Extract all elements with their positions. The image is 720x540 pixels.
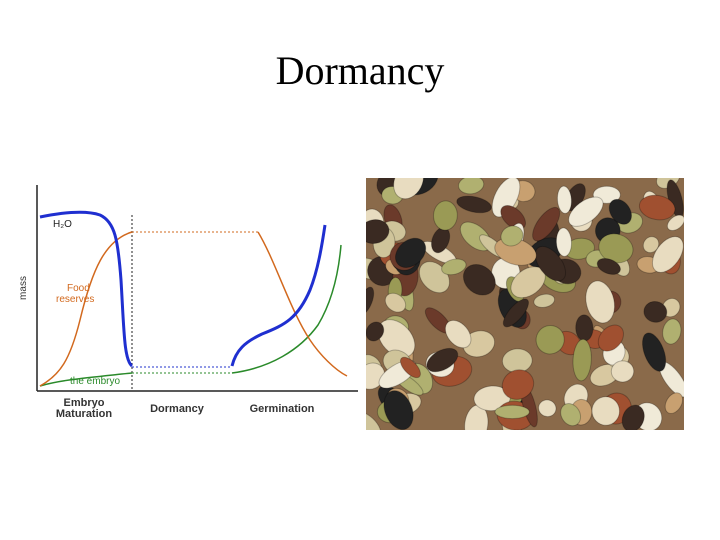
- seed: [621, 404, 645, 430]
- seed: [366, 411, 382, 430]
- seed: [560, 403, 582, 427]
- seed: [393, 178, 424, 200]
- y-axis-label: mass: [18, 276, 29, 300]
- phase-label: Dormancy: [150, 403, 205, 415]
- embryo-label: the embryo: [70, 376, 120, 387]
- seed: [501, 369, 535, 400]
- phase-label: Germination: [250, 403, 315, 415]
- seed: [666, 214, 684, 231]
- seed: [641, 332, 667, 372]
- seed: [638, 194, 676, 221]
- seed: [642, 236, 660, 254]
- seed: [491, 178, 521, 218]
- seed: [462, 263, 496, 296]
- seed: [610, 360, 635, 383]
- seed: [399, 356, 421, 379]
- seed: [500, 225, 524, 247]
- seed: [568, 196, 604, 227]
- seed: [608, 198, 632, 225]
- water-curve: [39, 210, 327, 368]
- seed: [444, 319, 472, 349]
- seed: [366, 219, 390, 244]
- seed: [643, 300, 668, 323]
- seed: [441, 258, 467, 276]
- seed: [591, 396, 621, 426]
- seed: [534, 245, 567, 282]
- seed: [555, 227, 573, 257]
- seeds: [366, 178, 684, 430]
- food-label: reserves: [56, 294, 94, 305]
- seed: [456, 195, 492, 214]
- seed: [597, 324, 624, 352]
- seed: [572, 338, 592, 382]
- seed: [535, 325, 565, 355]
- seed: [556, 185, 572, 214]
- seed: [394, 237, 427, 268]
- seed: [377, 319, 416, 358]
- water-label: H₂O: [53, 219, 72, 230]
- embryo-curve: [39, 244, 342, 387]
- seed: [662, 318, 682, 345]
- slide-title: Dormancy: [276, 48, 445, 93]
- food-label: Food: [67, 283, 90, 294]
- food-curve: [39, 231, 348, 387]
- seed: [458, 178, 485, 195]
- seed: [383, 390, 414, 430]
- seed: [433, 200, 458, 231]
- seed: [533, 293, 556, 308]
- phase-label: Maturation: [56, 408, 113, 420]
- seed: [532, 206, 561, 242]
- seed: [538, 399, 557, 418]
- phase-label: Embryo: [64, 397, 105, 409]
- seed: [502, 298, 529, 328]
- diagram: mass H₂O Food reserves the embryo Embryo…: [18, 185, 358, 420]
- seed: [651, 236, 684, 273]
- seed: [585, 280, 616, 324]
- seed: [664, 392, 684, 415]
- seed: [596, 258, 621, 275]
- seed: [426, 347, 459, 373]
- seed: [462, 330, 496, 358]
- seed: [384, 292, 407, 313]
- seed: [366, 321, 385, 342]
- seed: [366, 286, 375, 315]
- seed-photo: [366, 178, 684, 430]
- seed: [494, 404, 530, 420]
